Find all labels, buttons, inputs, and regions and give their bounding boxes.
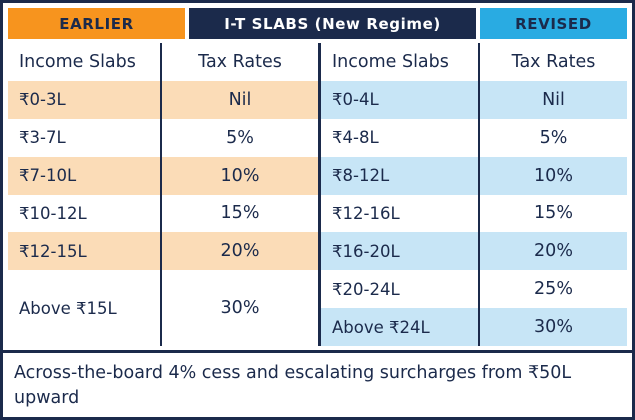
earlier-slab-cell: Above ₹15L [8, 270, 160, 346]
earlier-rate-cell: 20% [160, 232, 318, 271]
revised-rate-cell: Nil [478, 81, 627, 119]
earlier-slab-cell: ₹10-12L [8, 194, 160, 233]
revised-slab-cell: ₹12-16L [321, 194, 478, 233]
revised-rate-cell: 5% [478, 118, 627, 157]
revised-col-tax-rates: Tax Rates [478, 43, 627, 81]
earlier-rate-cell: 10% [160, 156, 318, 195]
earlier-rate-cell: Nil [160, 81, 318, 119]
earlier-rate-cell: 5% [160, 118, 318, 157]
earlier-col-tax-rates: Tax Rates [160, 43, 318, 81]
earlier-table: Income Slabs Tax Rates ₹0-3L Nil ₹3-7L 5… [8, 43, 318, 346]
revised-rate-cell: 20% [478, 232, 627, 271]
revised-rate-cell: 25% [478, 270, 627, 309]
revised-slab-cell: ₹8-12L [321, 156, 478, 195]
footnote: Across-the-board 4% cess and escalating … [3, 350, 632, 417]
page-title: I-T SLABS (New Regime) [189, 8, 476, 39]
earlier-badge: EARLIER [8, 8, 185, 39]
revised-rate-cell: 15% [478, 194, 627, 233]
earlier-rate-cell: 15% [160, 194, 318, 233]
revised-col-income-slabs: Income Slabs [321, 43, 478, 81]
revised-slab-cell: Above ₹24L [321, 308, 478, 346]
revised-slab-cell: ₹4-8L [321, 118, 478, 157]
earlier-rate-cell: 30% [160, 270, 318, 346]
header-bar: EARLIER I-T SLABS (New Regime) REVISED [8, 8, 627, 39]
earlier-slab-cell: ₹12-15L [8, 232, 160, 271]
revised-slab-cell: ₹20-24L [321, 270, 478, 309]
revised-slab-cell: ₹16-20L [321, 232, 478, 271]
earlier-col-income-slabs: Income Slabs [8, 43, 160, 81]
revised-table: Income Slabs Tax Rates ₹0-4L Nil ₹4-8L 5… [318, 43, 627, 346]
revised-slab-cell: ₹0-4L [321, 81, 478, 119]
tables-area: Income Slabs Tax Rates ₹0-3L Nil ₹3-7L 5… [8, 43, 627, 346]
revised-badge: REVISED [480, 8, 627, 39]
earlier-slab-cell: ₹7-10L [8, 156, 160, 195]
revised-rate-cell: 10% [478, 156, 627, 195]
earlier-slab-cell: ₹3-7L [8, 118, 160, 157]
earlier-slab-cell: ₹0-3L [8, 81, 160, 119]
revised-rate-cell: 30% [478, 308, 627, 346]
